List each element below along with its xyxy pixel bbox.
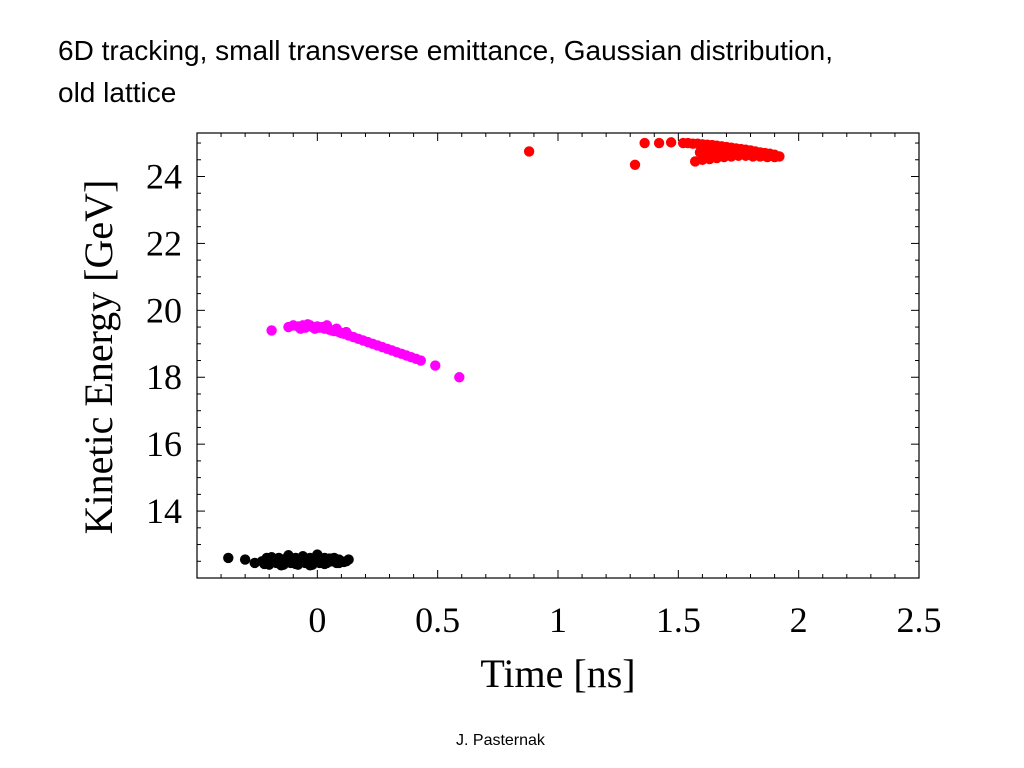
data-point [239, 554, 251, 565]
y-tick-label: 24 [146, 156, 182, 196]
data-point [766, 150, 778, 161]
y-tick-label: 14 [146, 491, 182, 531]
data-point [653, 137, 665, 149]
y-axis-label: Kinetic Energy [GeV] [76, 180, 121, 535]
series-1 [266, 319, 465, 383]
data-point [629, 159, 641, 170]
x-tick-label: 2.5 [897, 600, 942, 640]
x-tick-labels: 0 0.5 1 1.5 2 2.5 [308, 600, 941, 640]
data-point [264, 555, 275, 566]
x-tick-label: 1.5 [656, 600, 701, 640]
series-2 [523, 137, 785, 170]
data-point [454, 372, 465, 383]
data-points [223, 137, 785, 571]
data-point [430, 360, 441, 371]
data-point [223, 552, 234, 564]
y-tick-label: 16 [146, 424, 182, 464]
slide-title-line-1: 6D tracking, small transverse emittance,… [58, 35, 833, 66]
data-point [341, 326, 352, 338]
data-point [338, 556, 350, 568]
data-point [639, 137, 650, 149]
tick-marks [196, 133, 920, 578]
data-point [415, 355, 427, 366]
plot-frame [196, 132, 920, 579]
author-credit: J. Pasternak [456, 732, 545, 749]
y-tick-label: 22 [146, 223, 182, 263]
series-0 [223, 549, 354, 571]
y-tick-label: 20 [146, 290, 182, 330]
x-tick-label: 2 [790, 600, 808, 640]
data-point [266, 325, 277, 336]
y-tick-labels: 14 16 18 20 22 24 [146, 156, 182, 531]
y-tick-label: 18 [146, 357, 182, 397]
x-tick-label: 0.5 [415, 600, 460, 640]
x-tick-label: 1 [549, 600, 567, 640]
slide-title-line-2: old lattice [58, 77, 177, 108]
slide-title: 6D tracking, small transverse emittance,… [58, 30, 1018, 114]
x-tick-label: 0 [308, 600, 326, 640]
x-axis-label: Time [ns] [480, 651, 635, 696]
data-point [665, 137, 677, 148]
data-point [523, 146, 535, 157]
